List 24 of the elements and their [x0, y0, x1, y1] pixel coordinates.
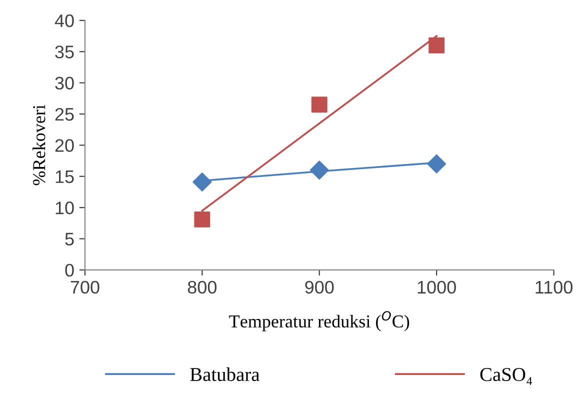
x-tick-label: 1000 [418, 280, 456, 294]
y-tick-label: 30 [55, 76, 74, 90]
point [428, 37, 445, 54]
x-tick-label: 900 [305, 280, 334, 294]
y-tick-label: 20 [55, 139, 74, 152]
x-tick-label: 700 [70, 280, 100, 294]
x-axis-title: Temperatur reduksi ($^{O}$C) [229, 311, 410, 332]
x-tick-label: 1100 [536, 280, 572, 294]
point [311, 96, 328, 113]
legend-label: CaSO₄ [480, 368, 532, 385]
y-tick-label: 5 [65, 232, 74, 246]
x-tick-label: 800 [188, 280, 217, 294]
point [427, 154, 446, 174]
y-tick-label: 15 [56, 170, 74, 184]
legend-label: Batubara [190, 367, 260, 382]
y-tick-label: 10 [56, 202, 74, 214]
point [310, 160, 329, 180]
y-tick-label: 25 [55, 108, 74, 121]
y-tick-label: 0 [65, 264, 74, 277]
point [192, 172, 212, 192]
y-tick-label: 35 [55, 46, 74, 58]
point [194, 211, 210, 228]
y-tick-label: 40 [54, 14, 74, 28]
y-axis-title: %Rekoveri [32, 104, 46, 186]
